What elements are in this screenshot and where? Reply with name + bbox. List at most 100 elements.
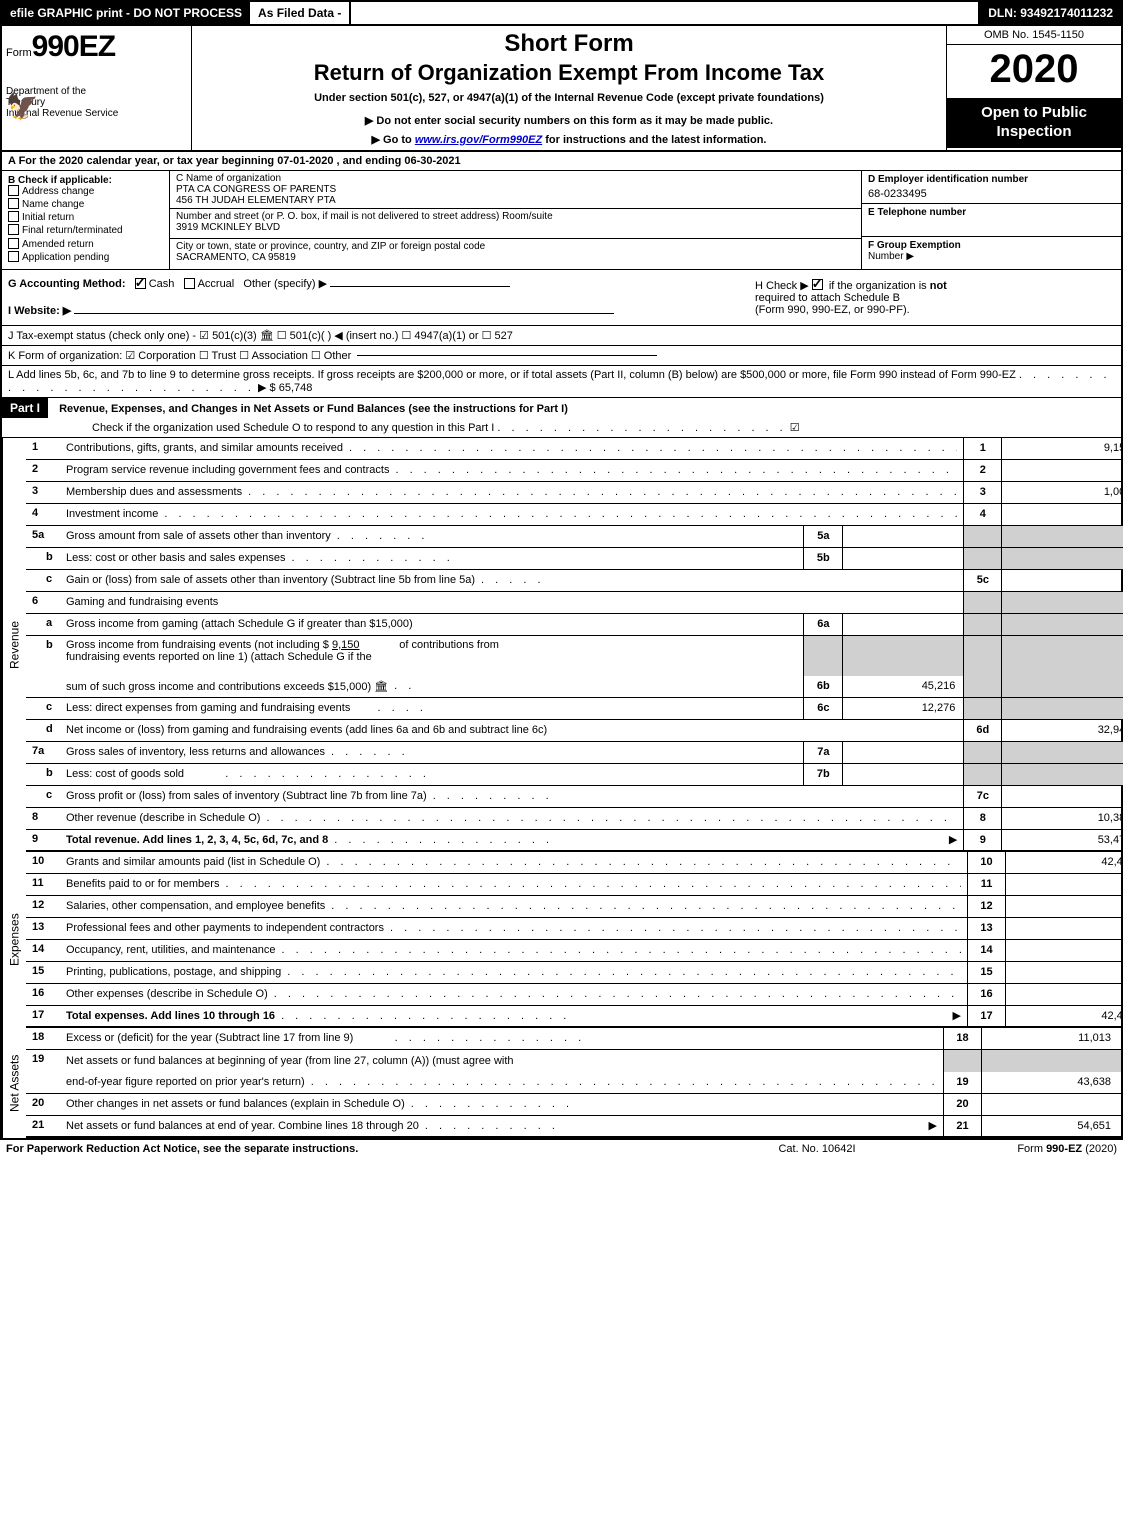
- right-num: 6d: [963, 720, 1001, 741]
- ln-desc-text: Benefits paid to or for members: [66, 878, 219, 890]
- checkbox-icon[interactable]: [8, 211, 19, 222]
- ln-desc: Investment income. . . . . . . . . . . .…: [66, 504, 963, 525]
- line-17: 17 Total expenses. Add lines 10 through …: [26, 1006, 1123, 1028]
- line-a: A For the 2020 calendar year, or tax yea…: [2, 152, 1121, 171]
- line-l: L Add lines 5b, 6c, and 7b to line 9 to …: [2, 366, 1121, 398]
- checkbox-icon[interactable]: [8, 185, 19, 196]
- ln-desc: Program service revenue including govern…: [66, 460, 963, 481]
- cb-name-change: Name change: [8, 199, 163, 210]
- part1-title-text: Revenue, Expenses, and Changes in Net As…: [59, 403, 568, 415]
- ln-desc: Less: cost or other basis and sales expe…: [66, 548, 803, 569]
- ln-num: 16: [26, 984, 66, 1005]
- checkbox-cash[interactable]: [135, 278, 146, 289]
- right-val: [1005, 918, 1123, 939]
- line-k-text: K Form of organization: ☑ Corporation ☐ …: [8, 349, 351, 362]
- form-header: Form990EZ 🦅 Department of the Treasury I…: [2, 26, 1121, 152]
- checkbox-h[interactable]: [812, 279, 823, 290]
- line-5a: 5a Gross amount from sale of assets othe…: [26, 526, 1123, 548]
- short-form-title: Short Form: [198, 30, 940, 58]
- ln-desc-text: Gross profit or (loss) from sales of inv…: [66, 790, 427, 802]
- l6b-desc3: fundraising events reported on line 1) (…: [66, 651, 797, 663]
- org-name-label: C Name of organization: [176, 173, 855, 184]
- dots: . . . . . . . . . . . . . . . . . . . . …: [281, 966, 961, 978]
- cb-final-return: Final return/terminated: [8, 225, 163, 236]
- ln-desc-text: Occupancy, rent, utilities, and maintena…: [66, 944, 276, 956]
- ln-num: c: [26, 570, 66, 591]
- tax-year: 2020: [947, 45, 1121, 98]
- mini-val: [843, 548, 963, 569]
- ln-num: 1: [26, 438, 66, 459]
- right-num-shade: [963, 764, 1001, 785]
- right-val-shade: [1001, 636, 1123, 676]
- street-row: Number and street (or P. O. box, if mail…: [170, 209, 861, 239]
- irs-link[interactable]: www.irs.gov/Form990EZ: [415, 134, 542, 146]
- ln-desc: Other expenses (describe in Schedule O).…: [66, 984, 967, 1005]
- ln-num: 5a: [26, 526, 66, 547]
- dots: . . . . . . . . . . . . . .: [353, 1032, 937, 1044]
- org-name-1: PTA CA CONGRESS OF PARENTS: [176, 184, 855, 195]
- part1-check-end: ☑: [790, 422, 800, 434]
- part1-dots: . . . . . . . . . . . . . . . . . . . . …: [497, 422, 786, 434]
- checkbox-icon[interactable]: [8, 251, 19, 262]
- ln-num: 15: [26, 962, 66, 983]
- ln-desc: Net assets or fund balances at end of ye…: [66, 1116, 943, 1136]
- line-21: 21 Net assets or fund balances at end of…: [26, 1116, 1121, 1138]
- revenue-section: Revenue 1 Contributions, gifts, grants, …: [2, 438, 1121, 852]
- cb-initial-return: Initial return: [8, 212, 163, 223]
- ln-num: c: [26, 786, 66, 807]
- ln-desc-text: Professional fees and other payments to …: [66, 922, 384, 934]
- header-mid: Short Form Return of Organization Exempt…: [192, 26, 946, 150]
- ln-num: 21: [26, 1116, 66, 1136]
- ln-num-blank: [26, 676, 66, 697]
- line-a-text: A For the 2020 calendar year, or tax yea…: [8, 155, 461, 167]
- line-7a: 7a Gross sales of inventory, less return…: [26, 742, 1123, 764]
- ln-desc-text: Less: direct expenses from gaming and fu…: [66, 702, 350, 714]
- topbar-spacer: [351, 2, 978, 24]
- ln-num: c: [26, 698, 66, 719]
- line-5c: c Gain or (loss) from sale of assets oth…: [26, 570, 1123, 592]
- right-num: 9: [963, 830, 1001, 850]
- org-name-2: 456 TH JUDAH ELEMENTARY PTA: [176, 195, 855, 206]
- checkbox-icon[interactable]: [8, 198, 19, 209]
- h-text2: if the organization is: [829, 280, 930, 292]
- right-val: [1005, 940, 1123, 961]
- part1-title: Revenue, Expenses, and Changes in Net As…: [51, 400, 576, 418]
- ln-desc-text: Other revenue (describe in Schedule O): [66, 812, 260, 824]
- group-label: F Group Exemption: [868, 240, 961, 251]
- g-cash: Cash: [149, 278, 175, 290]
- checkbox-accrual[interactable]: [184, 278, 195, 289]
- as-filed-label: As Filed Data -: [250, 2, 351, 24]
- line-gh: G Accounting Method: Cash Accrual Other …: [2, 270, 1121, 326]
- checkbox-icon[interactable]: [8, 238, 19, 249]
- right-num: 16: [967, 984, 1005, 1005]
- phone-row: E Telephone number: [862, 204, 1121, 237]
- line-6: 6 Gaming and fundraising events: [26, 592, 1123, 614]
- right-num: 4: [963, 504, 1001, 525]
- right-val-shade: [1001, 698, 1123, 719]
- ln-desc-text: Total revenue. Add lines 1, 2, 3, 4, 5c,…: [66, 834, 328, 846]
- ln-desc: Less: direct expenses from gaming and fu…: [66, 698, 803, 719]
- ln-num: 17: [26, 1006, 66, 1026]
- k-other-blank: [357, 355, 657, 356]
- dots: . . . . . . . . . . . . . . .: [184, 768, 797, 780]
- h-not: not: [930, 280, 947, 292]
- ln-num: 14: [26, 940, 66, 961]
- ln-desc-text: Other expenses (describe in Schedule O): [66, 988, 268, 1000]
- cb-application-pending: Application pending: [8, 252, 163, 263]
- ln-desc: Professional fees and other payments to …: [66, 918, 967, 939]
- right-num: 17: [967, 1006, 1005, 1026]
- right-num: 19: [943, 1072, 981, 1093]
- line-l-desc: L Add lines 5b, 6c, and 7b to line 9 to …: [8, 369, 1016, 381]
- right-num-shade: [963, 526, 1001, 547]
- checkbox-icon[interactable]: [8, 224, 19, 235]
- street-val: 3919 MCKINLEY BLVD: [176, 222, 855, 233]
- part1-check-line: Check if the organization used Schedule …: [2, 418, 1121, 437]
- right-val: 42,459: [1005, 852, 1123, 873]
- ln-desc: Other changes in net assets or fund bala…: [66, 1094, 943, 1115]
- ln-desc: Contributions, gifts, grants, and simila…: [66, 438, 963, 459]
- ln-desc: Gross income from gaming (attach Schedul…: [66, 614, 803, 635]
- dots: . . . . . . . . . . . . . . . . . . . . …: [343, 442, 957, 454]
- ln-desc: Gross amount from sale of assets other t…: [66, 526, 803, 547]
- ln-num: 13: [26, 918, 66, 939]
- line-1: 1 Contributions, gifts, grants, and simi…: [26, 438, 1123, 460]
